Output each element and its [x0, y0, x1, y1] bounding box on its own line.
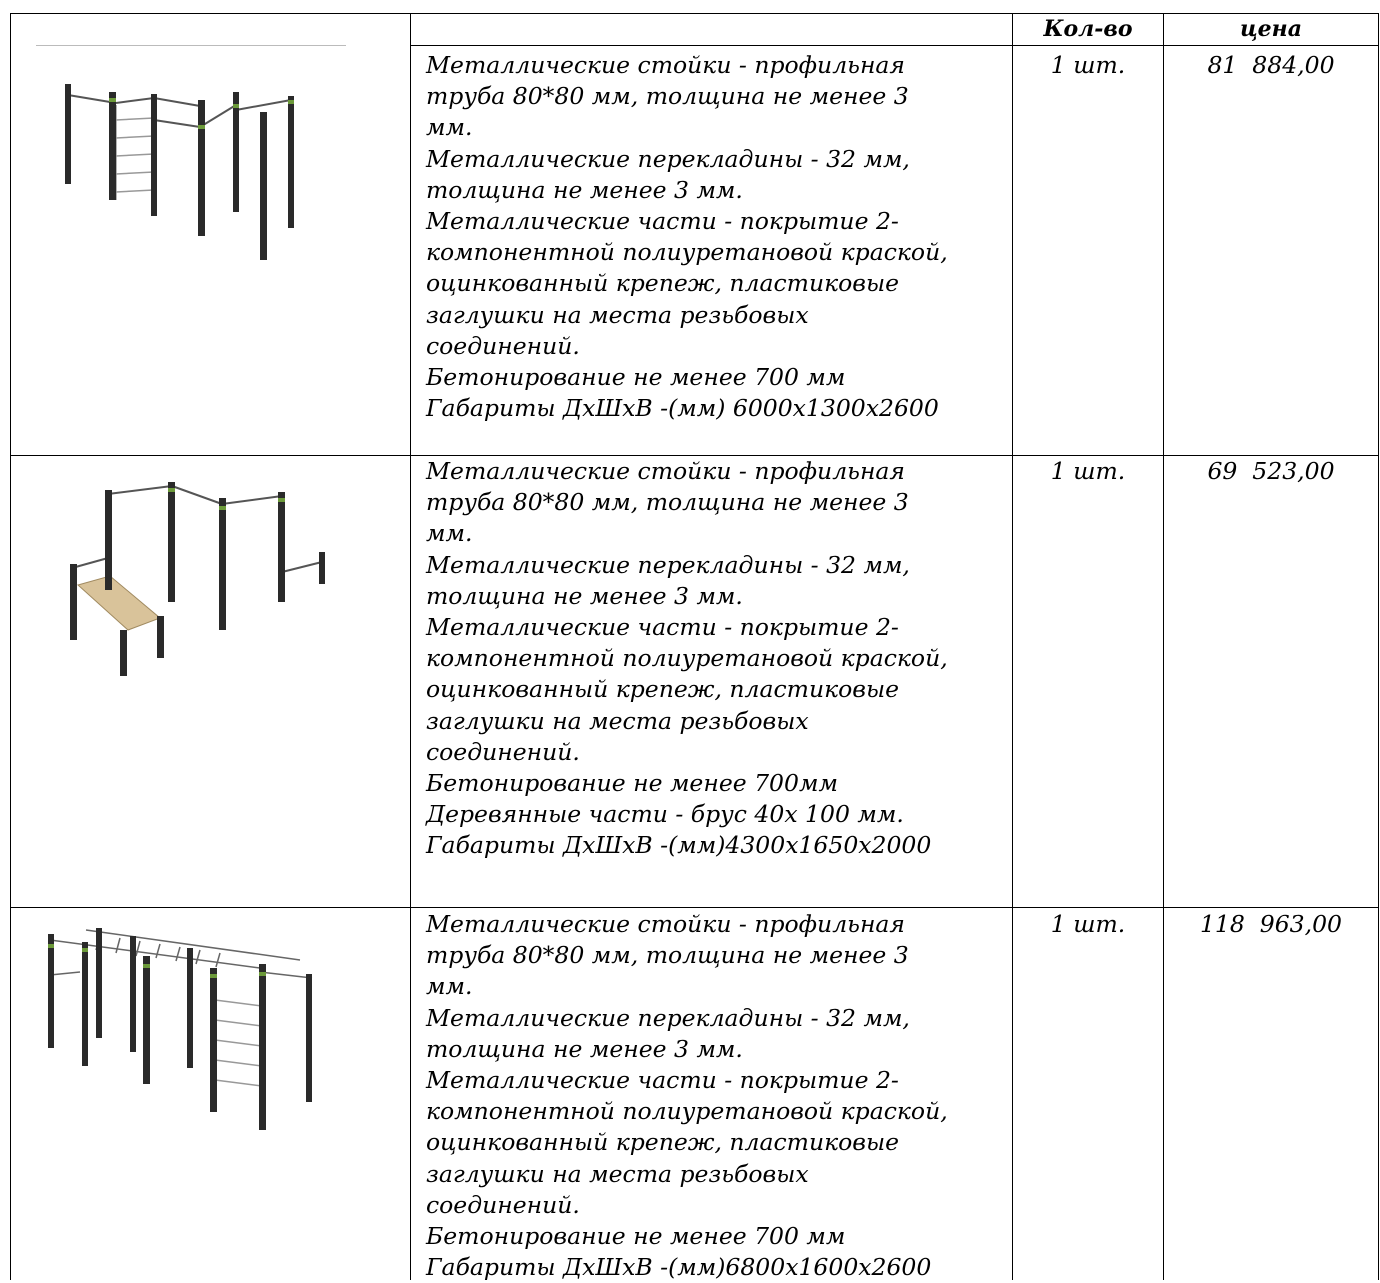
description-line: Металлические стойки - профильная — [426, 457, 905, 485]
description-line: оцинкованный крепеж, пластиковые — [426, 1128, 900, 1157]
description-line: Деревянные части - брус 40х 100 мм. — [426, 800, 904, 829]
description-line: Габариты ДхШхВ -(мм)4300х1650х2000 — [426, 831, 932, 860]
street-workout-monkey-bars-image — [40, 920, 330, 1135]
row-divider — [10, 455, 1378, 456]
description-line: толщина не менее 3 мм. — [426, 581, 743, 610]
description-line: Металлические стойки - профильная — [426, 910, 905, 938]
description-line: Металлические перекладины - 32 мм, — [426, 550, 910, 579]
description-line: Металлические перекладины - 32 мм, — [426, 144, 910, 173]
table-border-top — [10, 13, 1378, 14]
quantity-value: 1 шт. — [1050, 457, 1126, 485]
description-line: Металлические перекладины - 32 мм, — [426, 1003, 910, 1032]
description-line: мм. — [426, 519, 473, 548]
column-divider — [1378, 13, 1379, 1280]
description-line: труба 80*80 мм, толщина не менее 3 — [426, 488, 909, 517]
description-line: компонентной полиуретановой краской, — [426, 238, 948, 267]
description-line: толщина не менее 3 мм. — [426, 175, 743, 204]
description-line: Бетонирование не менее 700 мм — [426, 363, 846, 392]
description-line: мм. — [426, 972, 473, 1001]
description-line: Габариты ДхШхВ -(мм) 6000х1300х2600 — [426, 394, 939, 423]
header-row-divider — [410, 45, 1378, 46]
product-description: Металлические стойки - профильная труба … — [426, 456, 1006, 862]
description-line: Металлические части - покрытие 2- — [426, 207, 899, 236]
description-line: соединений. — [426, 737, 580, 766]
column-divider — [1012, 13, 1013, 1280]
description-line: толщина не менее 3 мм. — [426, 1034, 743, 1063]
column-divider — [410, 13, 411, 1280]
price-value: 118 963,00 — [1199, 910, 1343, 938]
description-line: оцинкованный крепеж, пластиковые — [426, 675, 900, 704]
price-value: 81 884,00 — [1207, 51, 1335, 79]
row-divider — [10, 907, 1378, 908]
description-line: оцинкованный крепеж, пластиковые — [426, 269, 900, 298]
description-line: мм. — [426, 113, 473, 142]
description-line: заглушки на места резьбовых — [426, 1159, 809, 1188]
description-line: Габариты ДхШхВ -(мм)6800х1600х2600 — [426, 1253, 932, 1282]
street-workout-bench-image — [60, 480, 340, 680]
quantity-value: 1 шт. — [1050, 51, 1126, 79]
quantity-value: 1 шт. — [1050, 910, 1126, 938]
description-line: Бетонирование не менее 700 мм — [426, 1222, 846, 1251]
description-line: Металлические части - покрытие 2- — [426, 613, 899, 642]
column-divider — [10, 13, 11, 1280]
description-line: соединений. — [426, 331, 580, 360]
product-description: Металлические стойки - профильная труба … — [426, 909, 1006, 1283]
header-row-divider-left — [36, 45, 346, 46]
description-line: компонентной полиуретановой краской, — [426, 644, 948, 673]
description-line: Бетонирование не менее 700мм — [426, 769, 838, 798]
column-divider — [1163, 13, 1164, 1280]
description-line: труба 80*80 мм, толщина не менее 3 — [426, 941, 909, 970]
description-line: заглушки на места резьбовых — [426, 300, 809, 329]
description-line: Металлические части - покрытие 2- — [426, 1066, 899, 1095]
product-description: Металлические стойки - профильная труба … — [426, 50, 1006, 424]
description-line: соединений. — [426, 1190, 580, 1219]
price-column-header: цена — [1240, 16, 1302, 42]
description-line: заглушки на места резьбовых — [426, 706, 809, 735]
qty-column-header: Кол-во — [1043, 16, 1133, 42]
price-value: 69 523,00 — [1207, 457, 1335, 485]
street-workout-bars-image — [50, 70, 310, 270]
description-line: компонентной полиуретановой краской, — [426, 1097, 948, 1126]
description-line: труба 80*80 мм, толщина не менее 3 — [426, 82, 909, 111]
description-line: Металлические стойки - профильная — [426, 51, 905, 79]
